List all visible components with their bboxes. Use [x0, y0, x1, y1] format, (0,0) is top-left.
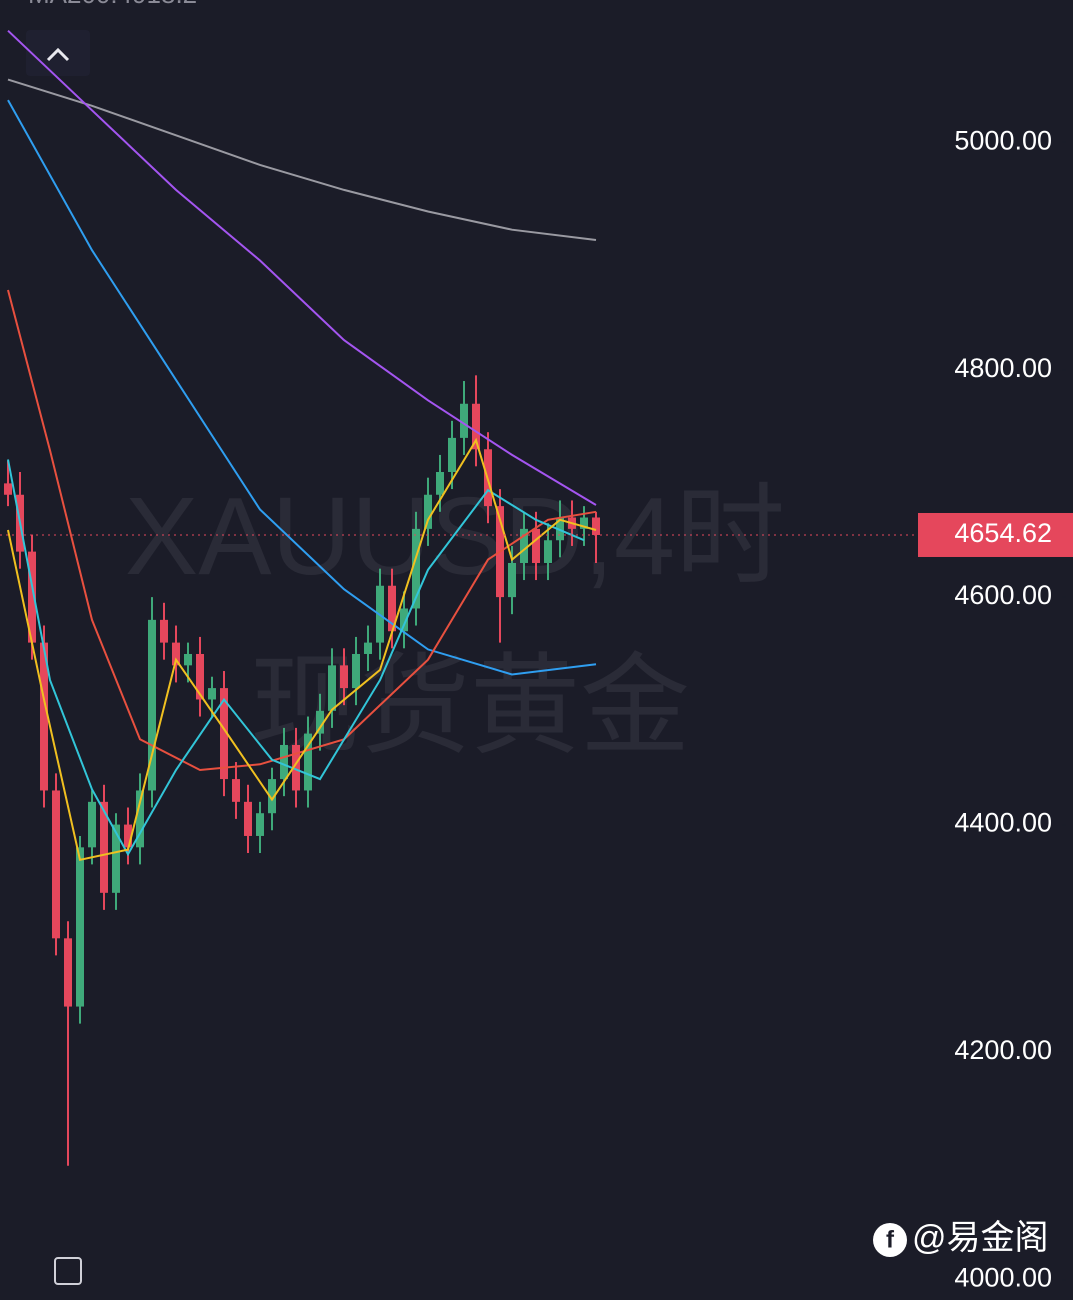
caret-icon	[46, 47, 70, 62]
moving-average-line	[7, 437, 597, 861]
brand-text: @易金阁	[912, 1219, 1049, 1257]
candle-body	[280, 744, 288, 780]
candle-body	[148, 619, 156, 791]
candle-body	[328, 665, 336, 711]
candle-body	[76, 847, 84, 1007]
candle-body	[244, 801, 252, 836]
collapse-button[interactable]	[26, 30, 90, 76]
candle-body	[412, 528, 420, 609]
y-tick-label: 4600.00	[954, 580, 1052, 610]
candle-body	[172, 642, 180, 666]
candle-body	[232, 779, 240, 802]
candle-body	[520, 528, 528, 563]
candle-body	[268, 779, 276, 814]
moving-average-line	[7, 459, 585, 857]
candle-body	[592, 517, 600, 535]
candle-body	[196, 653, 204, 700]
candle-body	[424, 494, 432, 529]
y-tick-label: 4000.00	[954, 1263, 1052, 1293]
y-tick-label: 4800.00	[954, 353, 1052, 383]
candle-body	[220, 688, 228, 780]
button-bg[interactable]	[26, 30, 90, 76]
candle-body	[124, 824, 132, 848]
last-price-label: 4654.62	[954, 518, 1052, 548]
moving-average-line	[7, 29, 597, 506]
candle-body	[64, 938, 72, 1007]
candle-body	[316, 710, 324, 734]
watermark-symbol: XAUUSD,4时	[125, 475, 785, 598]
y-tick-label: 4400.00	[954, 808, 1052, 838]
candle-body	[448, 437, 456, 473]
candle-body	[52, 790, 60, 939]
candle-body	[580, 517, 588, 529]
ma-label: MA200:4918.2	[28, 0, 197, 9]
candle-body	[160, 619, 168, 643]
candle-body	[400, 608, 408, 632]
candle-body	[256, 813, 264, 836]
y-tick-label: 5000.00	[954, 125, 1052, 155]
candle-body	[508, 562, 516, 598]
candle-body	[556, 517, 564, 541]
candle-body	[340, 665, 348, 689]
y-tick-label: 4200.00	[954, 1035, 1052, 1065]
candle-body	[292, 744, 300, 791]
watermark-name: 现货黄金	[250, 645, 690, 768]
candle-body	[88, 801, 96, 848]
candle-body	[112, 824, 120, 893]
brand-logo-letter: f	[886, 1226, 895, 1253]
candle-body	[40, 642, 48, 791]
moving-average-line	[7, 78, 597, 241]
candle-body	[4, 483, 12, 495]
candle-body	[364, 642, 372, 654]
square-icon[interactable]	[54, 1257, 82, 1285]
candle-body	[532, 528, 540, 563]
candle-body	[472, 403, 480, 450]
candle-body	[388, 585, 396, 632]
last-price-box	[918, 512, 1073, 557]
candle-body	[100, 801, 108, 893]
candle-body	[544, 540, 552, 563]
candle-body	[460, 403, 468, 438]
candle-body	[352, 653, 360, 689]
candle-body	[184, 653, 192, 666]
candle-body	[304, 733, 312, 791]
candle-body	[208, 688, 216, 700]
candle-body	[436, 472, 444, 495]
brand-logo	[873, 1223, 907, 1257]
brand: f @易金阁	[873, 1219, 1049, 1257]
moving-average-line	[7, 99, 597, 676]
candle-body	[28, 551, 36, 643]
candle-body	[136, 790, 144, 848]
